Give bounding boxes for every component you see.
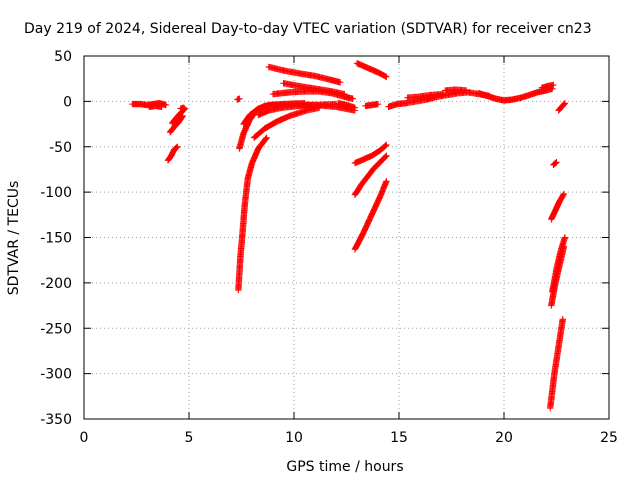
data-arc [351, 152, 390, 198]
y-tick-label: -300 [40, 367, 72, 383]
data-arc [548, 190, 567, 223]
data-markers [353, 60, 390, 81]
data-layer [129, 60, 569, 412]
data-markers [269, 100, 359, 114]
data-markers [235, 134, 270, 294]
y-tick-label: -100 [40, 185, 72, 201]
data-markers [334, 100, 359, 111]
y-tick-label: -350 [40, 412, 72, 428]
data-markers [475, 85, 556, 104]
x-tick-label: 0 [80, 430, 89, 446]
data-markers [351, 141, 390, 167]
data-arc [351, 178, 390, 253]
y-tick-label: 50 [54, 49, 72, 65]
y-axis-title: SDTVAR / TECUs [6, 181, 22, 296]
x-tick-label: 20 [495, 430, 513, 446]
data-markers [362, 100, 382, 110]
x-axis-title: GPS time / hours [286, 459, 403, 475]
data-arc [166, 112, 186, 136]
data-arc [362, 100, 382, 110]
data-markers [250, 104, 323, 141]
data-arc [235, 134, 270, 294]
data-markers [549, 234, 569, 296]
data-arc [353, 60, 390, 81]
y-tick-label: -250 [40, 321, 72, 337]
y-tick-label: -200 [40, 276, 72, 292]
data-arc [280, 80, 348, 98]
data-arc [234, 95, 243, 103]
y-tick-label: 0 [63, 94, 72, 110]
data-arc [547, 316, 566, 412]
data-markers [177, 104, 187, 112]
y-tick-label: -50 [49, 140, 72, 156]
data-arc [442, 86, 470, 94]
data-markers [547, 316, 566, 412]
data-markers [550, 159, 560, 169]
data-markers [404, 90, 447, 101]
data-arc [351, 141, 390, 167]
data-arc [549, 234, 569, 296]
x-tick-label: 15 [390, 430, 408, 446]
data-arc [145, 102, 165, 110]
data-arc [177, 104, 187, 112]
data-markers [351, 178, 390, 253]
data-arc [164, 143, 181, 164]
data-arc [404, 90, 447, 101]
data-arc [265, 63, 344, 86]
data-markers [555, 100, 569, 114]
data-markers [164, 143, 181, 164]
data-arc [555, 100, 569, 114]
data-arc [550, 159, 560, 169]
data-arc [269, 100, 359, 114]
chart-title: Day 219 of 2024, Sidereal Day-to-day VTE… [24, 21, 592, 37]
data-arc [538, 81, 557, 91]
x-tick-label: 10 [285, 430, 303, 446]
y-tick-label: -150 [40, 231, 72, 247]
data-markers [538, 81, 557, 91]
data-markers [442, 86, 470, 94]
data-markers [280, 80, 348, 98]
data-markers [351, 152, 390, 198]
data-markers [166, 112, 186, 136]
data-arc [475, 85, 556, 104]
data-markers [234, 95, 243, 103]
data-markers [265, 63, 344, 86]
x-tick-label: 5 [185, 430, 194, 446]
data-arc [334, 100, 359, 111]
data-markers [548, 190, 567, 223]
x-tick-label: 25 [600, 430, 618, 446]
data-arc [250, 104, 323, 141]
tick-layer: 0 5 10 15 20 25 50 0 -50 -100 -150 -200 -250 -300 -350 [40, 49, 618, 446]
data-markers [145, 102, 165, 110]
